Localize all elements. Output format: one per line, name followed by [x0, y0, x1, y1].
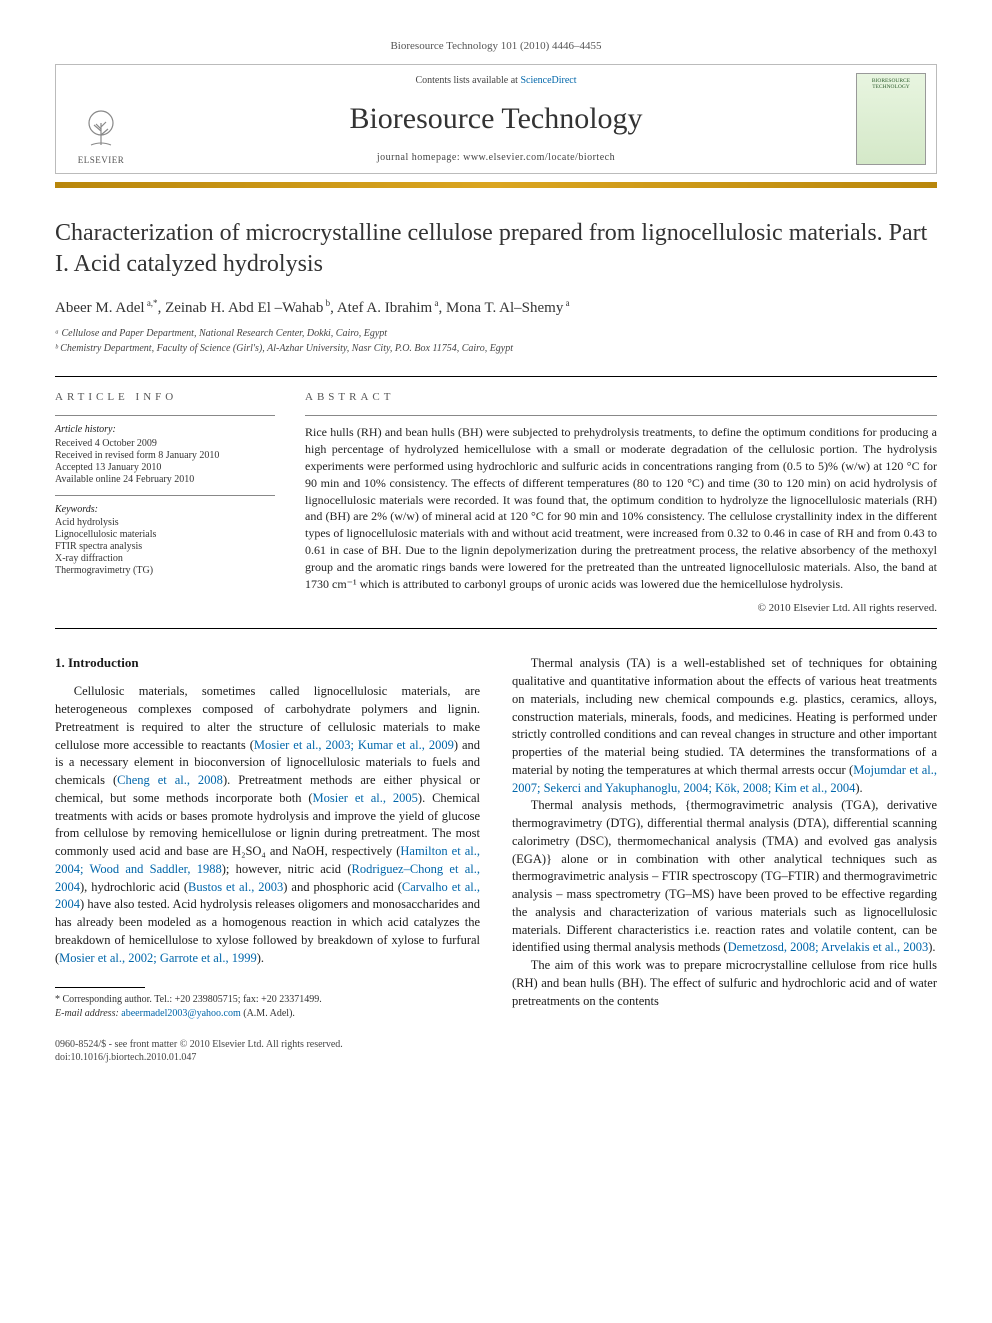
- intro-para-1: Cellulosic materials, sometimes called l…: [55, 683, 480, 967]
- intro-para-2: Thermal analysis (TA) is a well-establis…: [512, 655, 937, 797]
- footnote-separator: [55, 987, 145, 988]
- contents-list-line: Contents lists available at ScienceDirec…: [415, 75, 576, 86]
- affiliations: ᵃ Cellulose and Paper Department, Nation…: [55, 327, 937, 356]
- article-title: Characterization of microcrystalline cel…: [55, 218, 937, 280]
- intro-left-text: Cellulosic materials, sometimes called l…: [55, 683, 480, 967]
- keyword-4: X-ray diffraction: [55, 553, 275, 564]
- history-online: Available online 24 February 2010: [55, 474, 275, 485]
- keyword-2: Lignocellulosic materials: [55, 529, 275, 540]
- left-column: 1. Introduction Cellulosic materials, so…: [55, 655, 480, 1020]
- sciencedirect-link[interactable]: ScienceDirect: [520, 75, 576, 86]
- corresponding-author: * Corresponding author. Tel.: +20 239805…: [55, 993, 480, 1007]
- journal-banner: ELSEVIER Contents lists available at Sci…: [55, 64, 937, 174]
- info-divider-2: [55, 495, 275, 496]
- divider-top: [55, 376, 937, 377]
- journal-homepage: journal homepage: www.elsevier.com/locat…: [377, 152, 615, 163]
- banner-mid: Contents lists available at ScienceDirec…: [146, 65, 846, 173]
- history-accepted: Accepted 13 January 2010: [55, 462, 275, 473]
- info-divider-1: [55, 415, 275, 416]
- abstract-text: Rice hulls (RH) and bean hulls (BH) were…: [305, 424, 937, 592]
- doi-line: doi:10.1016/j.biortech.2010.01.047: [55, 1051, 937, 1064]
- keyword-5: Thermogravimetry (TG): [55, 565, 275, 576]
- info-abstract-row: ARTICLE INFO Article history: Received 4…: [55, 391, 937, 614]
- right-column: Thermal analysis (TA) is a well-establis…: [512, 655, 937, 1020]
- history-received: Received 4 October 2009: [55, 438, 275, 449]
- keyword-3: FTIR spectra analysis: [55, 541, 275, 552]
- journal-name: Bioresource Technology: [349, 102, 642, 136]
- section-1-heading: 1. Introduction: [55, 655, 480, 671]
- intro-right-text: Thermal analysis (TA) is a well-establis…: [512, 655, 937, 1010]
- elsevier-tree-icon: [77, 105, 125, 153]
- footnote-block: * Corresponding author. Tel.: +20 239805…: [55, 993, 480, 1020]
- article-info-col: ARTICLE INFO Article history: Received 4…: [55, 391, 275, 614]
- bottom-meta: 0960-8524/$ - see front matter © 2010 El…: [55, 1038, 937, 1064]
- elsevier-logo: ELSEVIER: [70, 95, 132, 165]
- abstract-divider: [305, 415, 937, 416]
- abstract-copyright: © 2010 Elsevier Ltd. All rights reserved…: [305, 602, 937, 614]
- keywords-label: Keywords:: [55, 504, 275, 515]
- header-citation: Bioresource Technology 101 (2010) 4446–4…: [55, 40, 937, 52]
- intro-para-3: Thermal analysis methods, {thermogravime…: [512, 797, 937, 957]
- keyword-1: Acid hydrolysis: [55, 517, 275, 528]
- email-line: E-mail address: abeermadel2003@yahoo.com…: [55, 1007, 480, 1021]
- history-label: Article history:: [55, 424, 275, 435]
- journal-cover-thumb: BIORESOURCE TECHNOLOGY: [856, 73, 926, 165]
- affiliation-a: ᵃ Cellulose and Paper Department, Nation…: [55, 327, 937, 341]
- abstract-col: ABSTRACT Rice hulls (RH) and bean hulls …: [305, 391, 937, 614]
- email-label: E-mail address:: [55, 1008, 119, 1019]
- elsevier-label: ELSEVIER: [78, 155, 125, 165]
- cover-title-2: TECHNOLOGY: [872, 84, 910, 90]
- intro-para-4: The aim of this work was to prepare micr…: [512, 957, 937, 1010]
- email-link[interactable]: abeermadel2003@yahoo.com: [121, 1008, 240, 1019]
- divider-bottom: [55, 628, 937, 629]
- article-info-heading: ARTICLE INFO: [55, 391, 275, 403]
- authors-line: Abeer M. Adel a,*, Zeinab H. Abd El –Wah…: [55, 298, 937, 317]
- homepage-prefix: journal homepage:: [377, 152, 463, 163]
- history-revised: Received in revised form 8 January 2010: [55, 450, 275, 461]
- body-columns: 1. Introduction Cellulosic materials, so…: [55, 655, 937, 1020]
- front-matter-line: 0960-8524/$ - see front matter © 2010 El…: [55, 1038, 937, 1051]
- affiliation-b: ᵇ Chemistry Department, Faculty of Scien…: [55, 342, 937, 356]
- banner-right: BIORESOURCE TECHNOLOGY: [846, 65, 936, 173]
- contents-prefix: Contents lists available at: [415, 75, 520, 86]
- homepage-url: www.elsevier.com/locate/biortech: [463, 152, 615, 163]
- gold-divider: [55, 182, 937, 188]
- abstract-heading: ABSTRACT: [305, 391, 937, 403]
- page-root: Bioresource Technology 101 (2010) 4446–4…: [0, 0, 992, 1094]
- banner-left: ELSEVIER: [56, 65, 146, 173]
- email-suffix: (A.M. Adel).: [243, 1008, 295, 1019]
